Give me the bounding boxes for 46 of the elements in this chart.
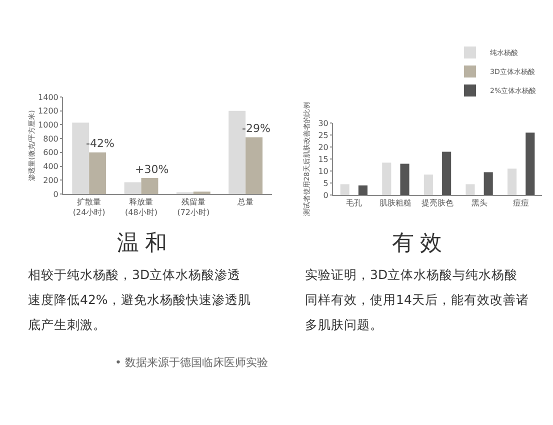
bar — [400, 164, 410, 195]
y-tick-label: 1200 — [38, 106, 58, 116]
bar — [340, 184, 350, 195]
bar — [526, 132, 535, 195]
annotation: -42% — [86, 137, 114, 150]
text: 温和 — [116, 230, 174, 258]
bar — [484, 172, 493, 195]
bar — [141, 178, 158, 194]
x-tick-label: 释放量 (48小时) — [125, 198, 158, 217]
y-tick-label: 10 — [318, 166, 328, 176]
y-tick-label: 5 — [323, 178, 328, 188]
y-tick-label: 400 — [43, 162, 58, 172]
annotation: -29% — [242, 122, 270, 135]
y-tick-label: 0 — [323, 190, 328, 200]
bar — [89, 152, 106, 194]
text: 实验证明，3D立体水杨酸与纯水杨酸同样有效，使用14天后，能有效改善诸多肌肤问题。 — [305, 266, 530, 334]
bar — [466, 184, 475, 195]
bar — [424, 174, 433, 195]
annotation: +30% — [135, 163, 169, 176]
bar — [124, 182, 142, 194]
y-tick-label: 15 — [318, 154, 328, 164]
bar — [508, 168, 517, 195]
y-tick-label: 600 — [43, 148, 58, 158]
x-tick-label: 肌肤粗糙 — [380, 198, 412, 208]
y-tick-label: 0 — [53, 190, 58, 199]
y-tick-label: 200 — [43, 176, 58, 185]
text: 有效 — [391, 230, 449, 258]
x-tick-label: 黑头 — [471, 198, 488, 208]
y-tick-label: 25 — [318, 130, 328, 140]
bar — [442, 152, 452, 195]
x-tick-label: 残留量 (72小时) — [177, 198, 210, 217]
bar — [382, 162, 392, 195]
x-tick-label: 扩散量 (24小时) — [72, 198, 106, 217]
bar — [358, 185, 368, 195]
y-tick-label: 800 — [43, 134, 58, 144]
x-tick-label: 痘痘 — [513, 198, 530, 208]
text: 相较于纯水杨酸，3D立体水杨酸渗透速度降低42%，避免水杨酸快速渗透肌底产生刺激。 — [28, 266, 252, 334]
y-tick-label: 1400 — [38, 92, 58, 102]
x-tick-label: 毛孔 — [346, 198, 362, 208]
x-tick-label: 提亮肤色 — [422, 198, 454, 208]
y-tick-label: 30 — [318, 118, 328, 128]
text: • 数据来源于德国临床医师实验 — [115, 355, 268, 370]
y-tick-label: 20 — [318, 142, 328, 152]
x-tick-label: 总量 — [236, 198, 254, 207]
bar — [246, 137, 263, 194]
y-tick-label: 1000 — [38, 120, 58, 130]
